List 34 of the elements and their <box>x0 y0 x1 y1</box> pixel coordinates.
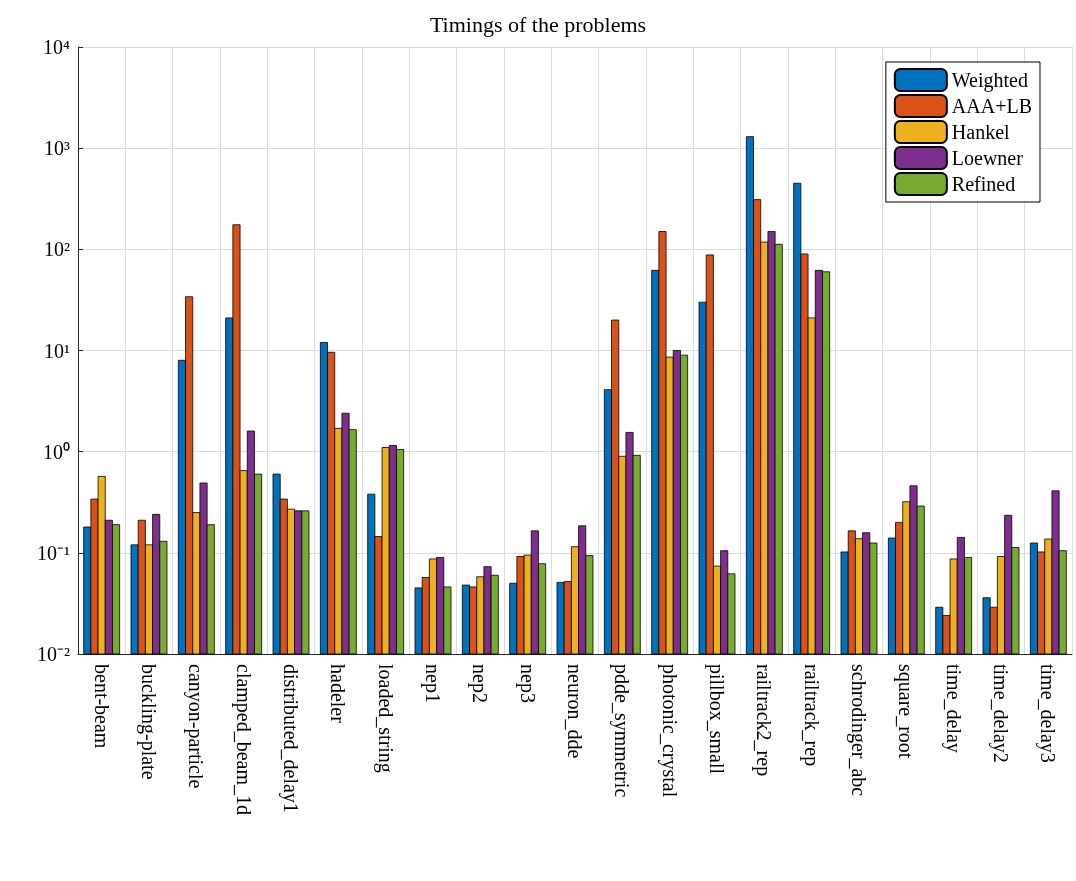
x-tick-label: time_delay <box>941 664 965 753</box>
y-tick-label: 10³ <box>44 137 70 160</box>
legend-label: Weighted <box>951 69 1028 92</box>
x-tick-label: nep1 <box>421 664 444 703</box>
y-tick-label: 10² <box>44 238 70 261</box>
x-tick-label: time_delay3 <box>1036 664 1060 763</box>
x-tick-label: clamped_beam_1d <box>231 664 255 816</box>
x-tick-label: railtrack2_rep <box>752 664 776 777</box>
y-tick-label: 10⁴ <box>43 36 71 58</box>
y-tick-label: 10⁻¹ <box>37 541 70 564</box>
x-tick-label: time_delay2 <box>989 664 1012 763</box>
legend-label: Hankel <box>951 121 1011 143</box>
x-tick-label: canyon-particle <box>184 664 208 789</box>
y-tick-label: 10⁰ <box>43 440 70 463</box>
x-tick-label: pdde_symmetric <box>610 664 634 798</box>
legend-label: AAA+LB <box>951 95 1033 117</box>
x-tick-label: hadeler <box>327 664 350 724</box>
chart-title: Timings of the problems <box>429 11 647 37</box>
x-tick-label: railtrack_rep <box>799 664 823 767</box>
x-tick-label: buckling-plate <box>137 664 160 780</box>
x-tick-label: nep2 <box>468 664 492 703</box>
x-tick-label: nep3 <box>515 664 539 703</box>
x-tick-label: neuron_dde <box>564 664 586 759</box>
y-tick-label: 10⁻² <box>37 643 70 665</box>
x-tick-label: schrodinger_abc <box>847 664 870 797</box>
x-tick-label: photonic_crystal <box>657 664 681 798</box>
y-tick-label: 10¹ <box>44 339 70 362</box>
x-tick-label: distributed_delay1 <box>279 664 302 813</box>
x-tick-label: pillbox_small <box>705 664 728 775</box>
legend-label: Loewner <box>951 147 1024 169</box>
x-tick-label: loaded_string <box>373 664 397 773</box>
x-tick-label: bent-beam <box>90 664 113 749</box>
x-tick-label: square_root <box>894 664 918 759</box>
legend-label: Refined <box>951 173 1016 195</box>
